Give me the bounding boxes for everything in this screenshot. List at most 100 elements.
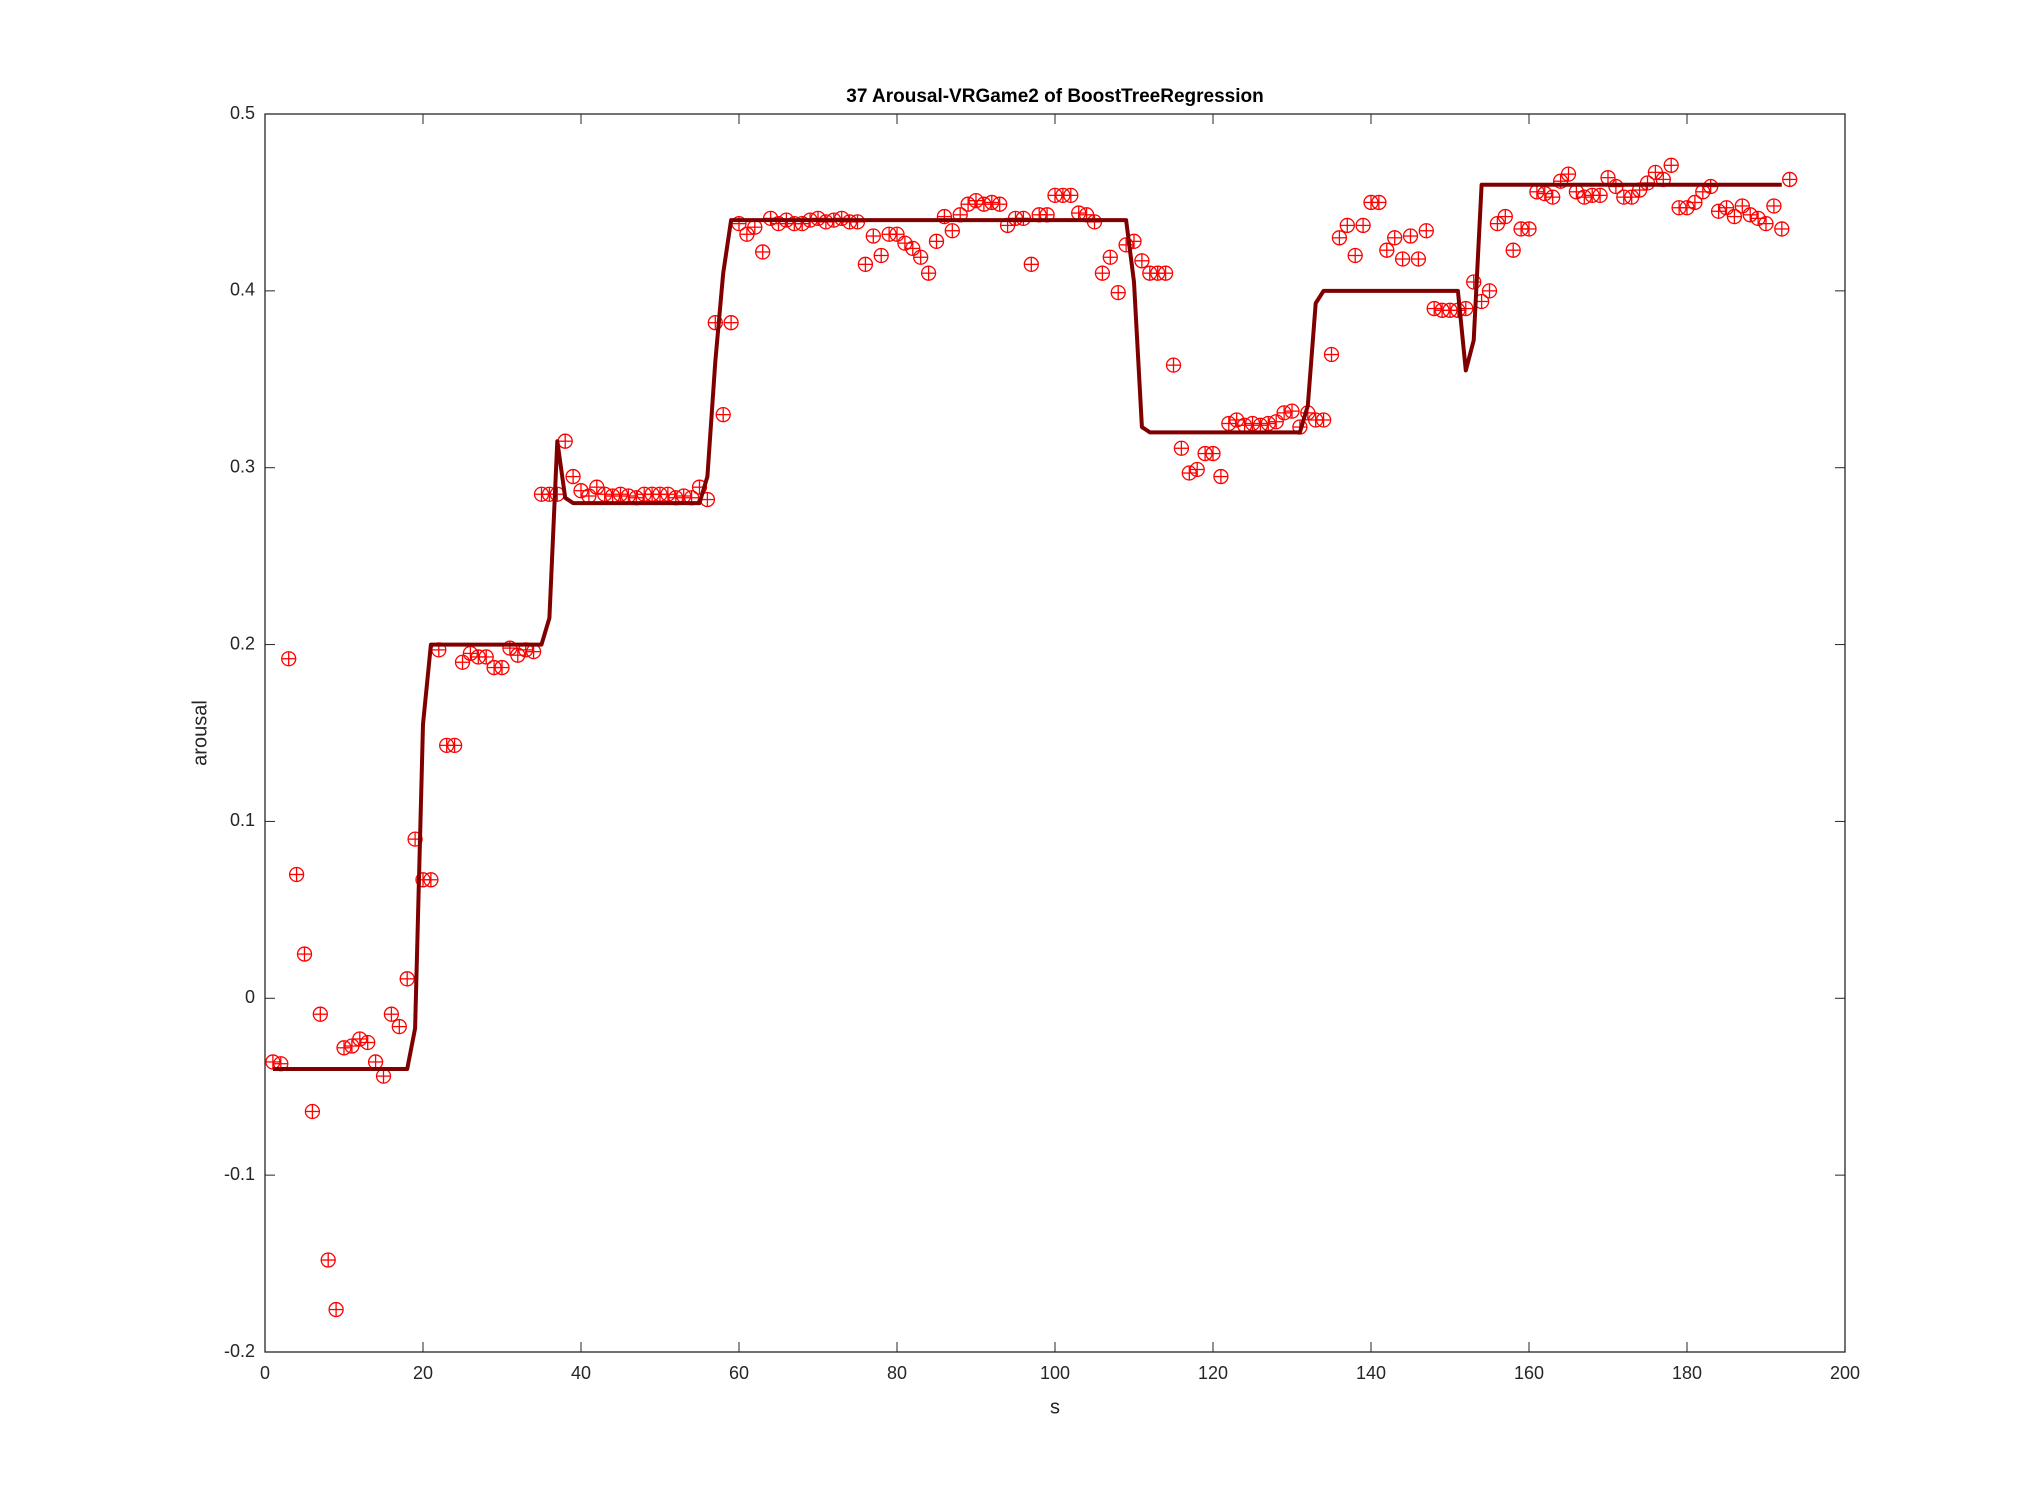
y-tick-label: 0: [245, 987, 255, 1007]
marker: [1750, 210, 1766, 226]
marker: [1545, 189, 1561, 205]
marker: [1489, 216, 1506, 232]
marker: [1718, 200, 1735, 216]
marker: [1213, 468, 1229, 485]
marker: [1410, 251, 1427, 267]
marker: [1663, 157, 1679, 173]
marker: [755, 244, 771, 260]
marker: [1339, 217, 1355, 234]
marker: [391, 1018, 407, 1035]
marker: [375, 1068, 392, 1084]
marker: [1134, 253, 1150, 269]
marker: [581, 488, 597, 504]
marker: [462, 645, 479, 662]
marker: [1355, 217, 1371, 234]
marker: [525, 643, 542, 660]
x-tick-label: 80: [887, 1363, 907, 1383]
marker: [889, 226, 905, 242]
marker: [1323, 346, 1340, 363]
marker: [992, 196, 1008, 212]
marker: [1647, 164, 1664, 181]
marker: [352, 1031, 368, 1047]
marker: [747, 219, 763, 235]
marker: [367, 1054, 384, 1070]
marker: [1284, 403, 1300, 419]
marker: [1782, 171, 1798, 188]
y-axis-label: arousal: [189, 700, 211, 766]
marker: [865, 228, 881, 244]
marker: [944, 223, 960, 239]
chart-title: 37 Arousal-VRGame2 of BoostTreeRegressio…: [846, 86, 1263, 107]
marker: [723, 315, 739, 331]
x-tick-label: 140: [1356, 1363, 1386, 1383]
marker: [344, 1038, 360, 1054]
y-tick-label: 0.5: [230, 103, 255, 123]
marker: [1394, 251, 1411, 267]
marker: [423, 872, 439, 888]
y-tick-label: 0.3: [230, 456, 255, 476]
marker: [383, 1006, 400, 1022]
marker: [1276, 405, 1292, 421]
marker: [1734, 198, 1750, 214]
marker: [304, 1103, 321, 1120]
marker: [1560, 166, 1577, 182]
x-tick-label: 200: [1830, 1363, 1860, 1383]
marker: [1624, 189, 1640, 205]
marker: [565, 468, 581, 485]
marker: [1315, 412, 1332, 428]
x-tick-label: 160: [1514, 1363, 1544, 1383]
y-tick-label: -0.1: [224, 1164, 255, 1184]
plot-frame: [264, 113, 1846, 1353]
marker: [399, 971, 415, 987]
marker: [1402, 228, 1419, 244]
marker: [660, 486, 676, 502]
marker: [1600, 170, 1616, 186]
marker: [1592, 187, 1608, 204]
marker: [1173, 440, 1190, 456]
marker: [1726, 208, 1743, 225]
marker: [478, 649, 494, 665]
marker: [1742, 207, 1758, 223]
marker: [905, 240, 921, 257]
marker: [1157, 265, 1174, 281]
marker: [1766, 198, 1782, 214]
marker: [1023, 256, 1039, 272]
marker: [296, 946, 313, 962]
marker: [1774, 221, 1790, 237]
marker: [960, 196, 976, 212]
marker: [1371, 194, 1387, 211]
marker: [510, 647, 526, 663]
marker: [1537, 185, 1553, 202]
marker: [1221, 415, 1237, 432]
marker: [320, 1252, 336, 1268]
x-tick-label: 60: [729, 1363, 749, 1383]
x-tick-label: 0: [260, 1363, 270, 1383]
marker: [1497, 208, 1513, 225]
y-tick-label: 0.4: [230, 280, 255, 300]
marker: [288, 866, 305, 883]
marker: [920, 265, 937, 281]
marker: [454, 654, 471, 670]
marker: [739, 226, 755, 242]
marker: [1102, 249, 1118, 265]
y-tick-label: -0.2: [224, 1341, 255, 1361]
marker: [589, 479, 605, 495]
marker: [1505, 242, 1521, 258]
marker: [1679, 200, 1695, 216]
marker: [1063, 187, 1079, 204]
marker: [1331, 230, 1348, 246]
marker: [446, 737, 463, 754]
marker: [573, 483, 589, 499]
marker: [968, 193, 984, 209]
marker: [897, 235, 913, 251]
marker: [360, 1034, 376, 1051]
marker: [1347, 247, 1363, 264]
marker: [1576, 189, 1592, 205]
marker: [281, 651, 297, 667]
marker: [494, 659, 510, 676]
marker: [715, 407, 731, 423]
marker: [328, 1301, 344, 1318]
marker: [1426, 300, 1442, 317]
